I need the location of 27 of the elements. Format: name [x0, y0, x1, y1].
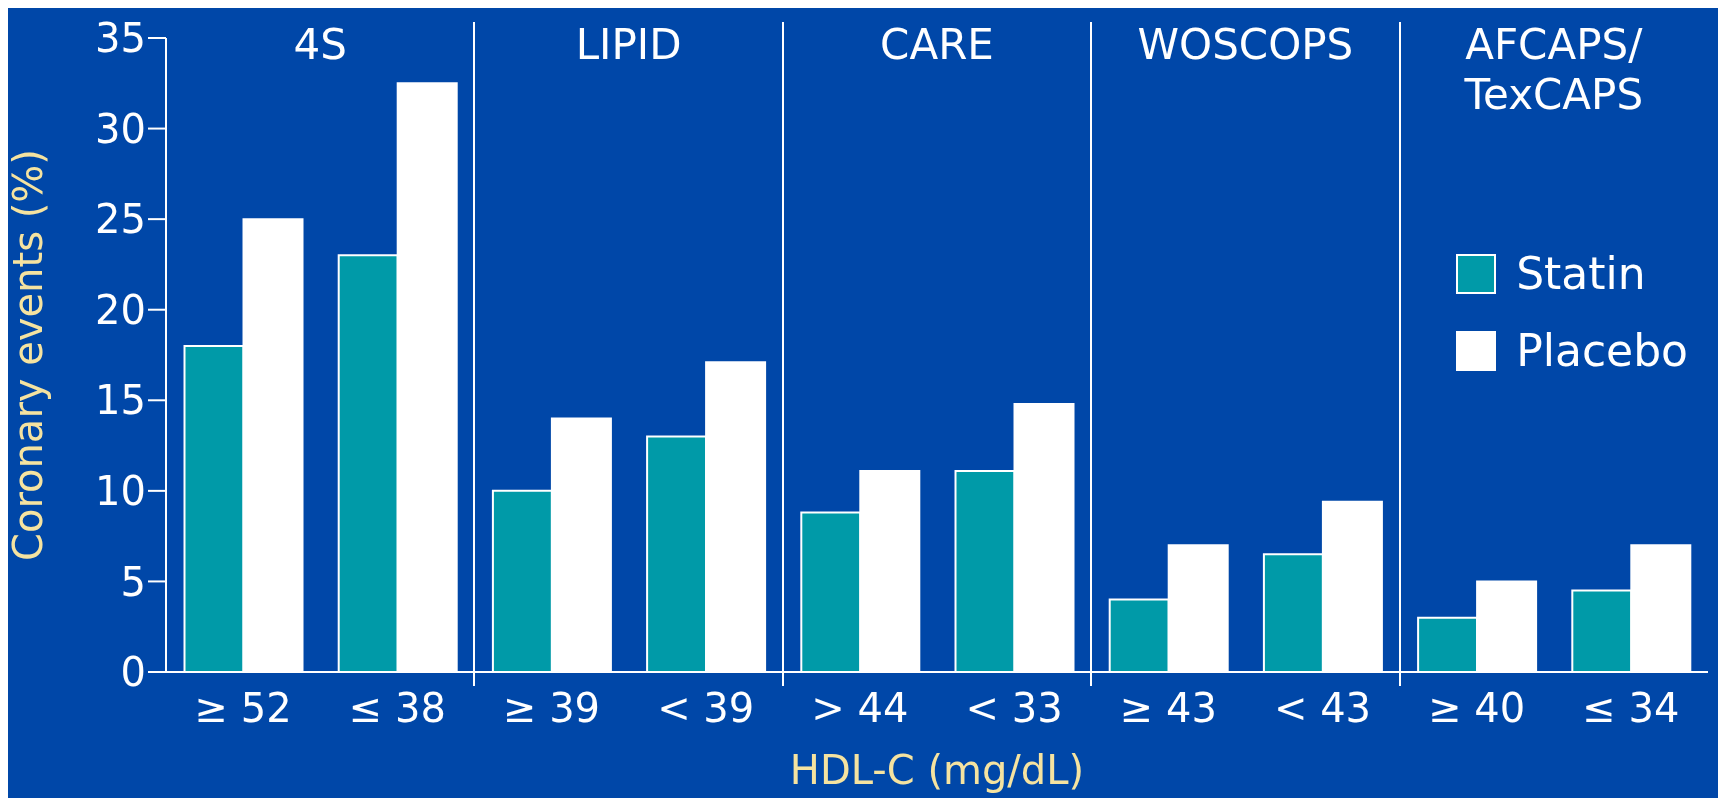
legend-label: Placebo: [1516, 325, 1688, 376]
y-tick-label: 10: [95, 468, 146, 515]
legend-label: Statin: [1516, 248, 1646, 299]
x-tick-label: ≥ 39: [502, 685, 601, 732]
x-tick-label: ≤ 38: [348, 685, 446, 732]
x-tick-label: < 43: [1273, 685, 1372, 732]
annotation: WOSCOPS: [1136, 20, 1355, 70]
x-tick-label: ≥ 40: [1428, 685, 1526, 732]
x-tick-label: < 39: [657, 685, 755, 732]
y-tick-label: 0: [120, 649, 146, 696]
annotation: LIPID: [574, 20, 683, 70]
x-tick-label: < 33: [965, 685, 1063, 732]
y-tick-label: 15: [95, 377, 146, 424]
y-axis-title: Coronary events (%): [5, 149, 52, 561]
y-tick-label: 35: [95, 15, 146, 62]
y-tick-label: 30: [95, 105, 146, 152]
x-axis-title: HDL-C (mg/dL): [789, 747, 1085, 793]
x-tick-label: ≥ 52: [194, 685, 292, 732]
annotation: AFCAPS/TexCAPS: [1463, 20, 1645, 120]
y-tick-label: 5: [120, 558, 146, 605]
y-tick-label: 25: [95, 196, 146, 243]
y-tick-label: 20: [95, 286, 146, 333]
annotation: 4S: [292, 20, 348, 70]
annotation: CARE: [879, 20, 995, 70]
x-tick-label: ≤ 34: [1582, 685, 1680, 732]
x-tick-label: ≥ 43: [1119, 685, 1217, 732]
x-tick-label: > 44: [811, 685, 909, 732]
